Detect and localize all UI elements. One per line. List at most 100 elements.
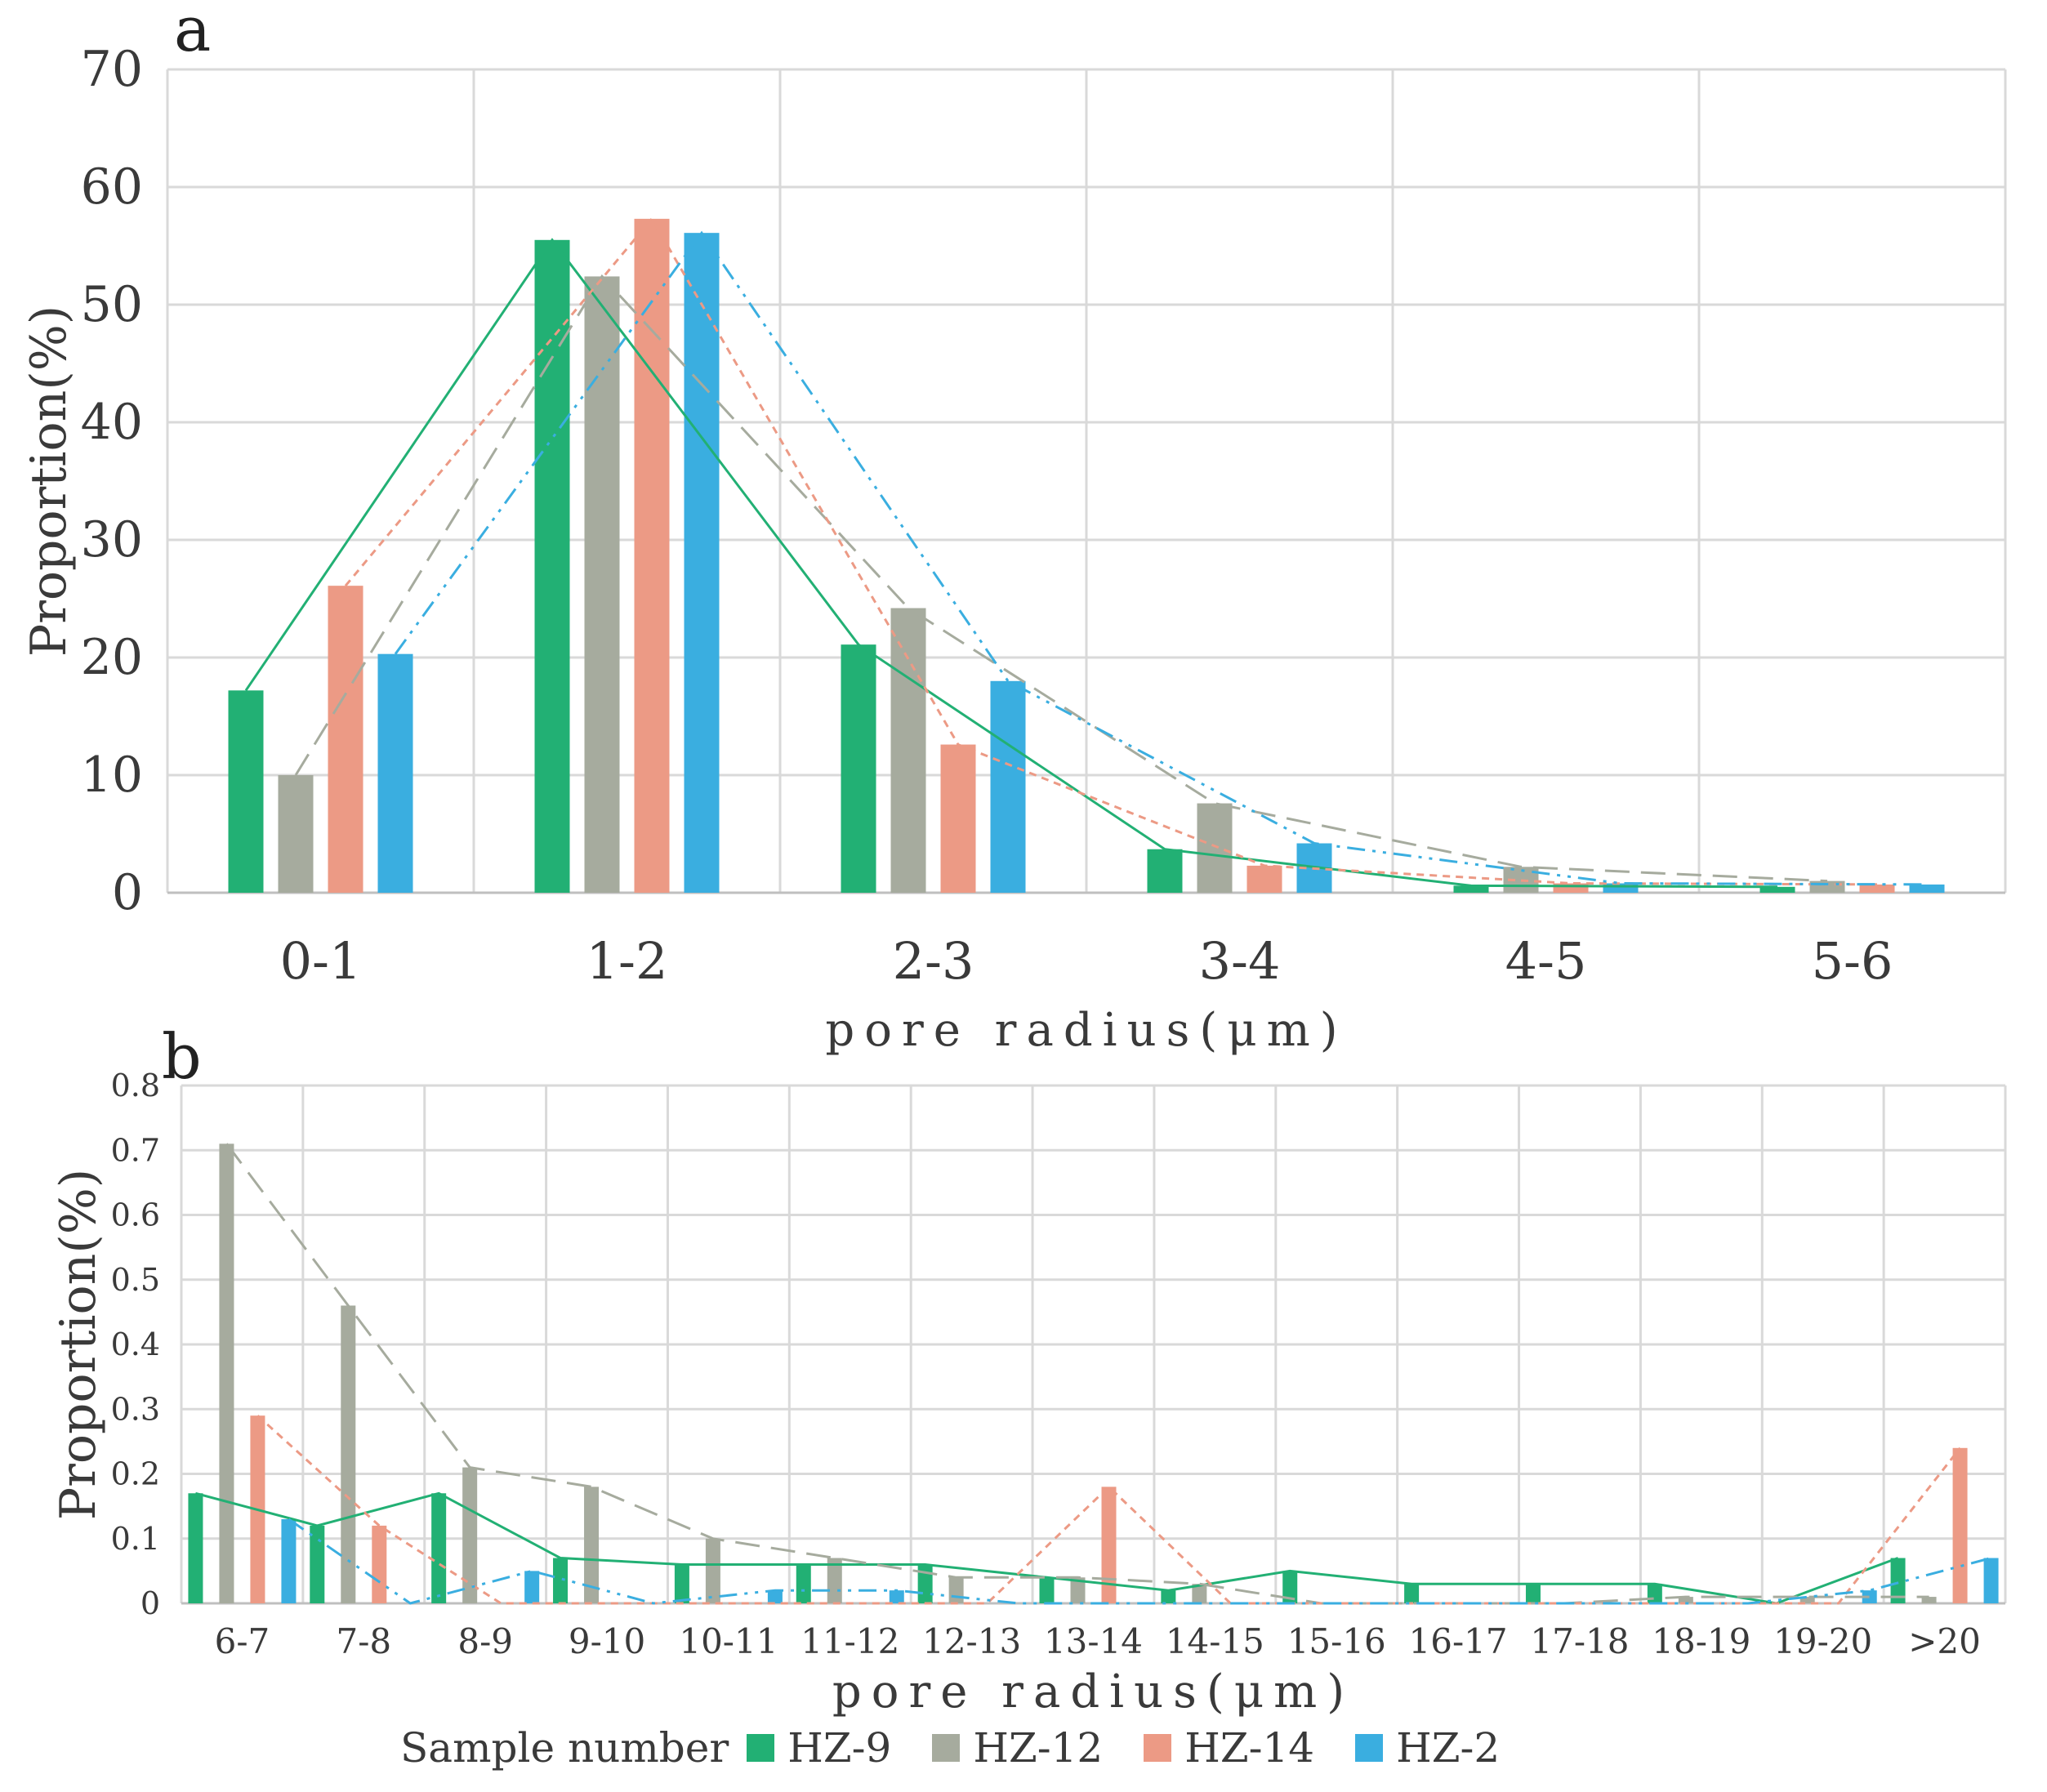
bar-hz-12-1-2 bbox=[584, 276, 620, 893]
x-tick-label-7-8: 7-8 bbox=[336, 1621, 391, 1661]
bar-hz-2-20 bbox=[1983, 1558, 1999, 1603]
x-tick-label-12-13: 12-13 bbox=[922, 1621, 1021, 1661]
bar-hz-12-18-19 bbox=[1678, 1597, 1693, 1603]
bar-hz-14-0-1 bbox=[328, 586, 363, 893]
x-tick-label-6-7: 6-7 bbox=[215, 1621, 270, 1661]
x-tick-label-18-19: 18-19 bbox=[1652, 1621, 1750, 1661]
y-tick-label-0-3: 0.3 bbox=[111, 1391, 160, 1427]
bar-hz-14-5-6 bbox=[1859, 884, 1895, 893]
x-tick-label-9-10: 9-10 bbox=[569, 1621, 645, 1661]
bar-hz-2-6-7 bbox=[281, 1518, 297, 1603]
trend-line-hz-12 bbox=[225, 1143, 1929, 1605]
bar-hz-9-3-4 bbox=[1147, 849, 1183, 893]
panel-label: b bbox=[162, 1020, 202, 1093]
bar-hz-2-11-12 bbox=[889, 1590, 904, 1603]
x-tick-label-19-20: 19-20 bbox=[1773, 1621, 1872, 1661]
bar-hz-9-5-6 bbox=[1759, 886, 1795, 893]
bar-hz-9-10-11 bbox=[674, 1564, 689, 1603]
y-tick-label-60: 60 bbox=[81, 158, 143, 216]
x-tick-label-11-12: 11-12 bbox=[801, 1621, 899, 1661]
y-tick-label-50: 50 bbox=[81, 276, 143, 333]
bar-hz-2-0-1 bbox=[377, 653, 413, 893]
panel-label: a bbox=[174, 0, 211, 65]
bar-hz-12-19-20 bbox=[1799, 1597, 1815, 1603]
bar-hz-2-10-11 bbox=[767, 1590, 783, 1603]
bar-hz-12-9-10 bbox=[584, 1487, 600, 1603]
bar-hz-9-6-7 bbox=[188, 1493, 203, 1603]
bar-hz-9-17-18 bbox=[1525, 1584, 1541, 1603]
bar-hz-9-12-13 bbox=[917, 1564, 933, 1603]
bar-hz-14-7-8 bbox=[372, 1525, 387, 1603]
bar-hz-9-9-10 bbox=[553, 1558, 569, 1603]
y-tick-label-20: 20 bbox=[81, 629, 143, 686]
bar-hz-9-1-2 bbox=[534, 239, 570, 893]
bar-hz-14-4-5 bbox=[1553, 883, 1589, 893]
y-tick-label-10: 10 bbox=[81, 747, 143, 804]
x-tick-label-2-3: 2-3 bbox=[893, 931, 974, 991]
x-tick-label-8-9: 8-9 bbox=[457, 1621, 513, 1661]
bar-hz-9-20 bbox=[1890, 1558, 1906, 1603]
x-tick-label-4-5: 4-5 bbox=[1505, 931, 1587, 991]
bar-hz-12-13-14 bbox=[1070, 1577, 1086, 1603]
trend-line-hz-2 bbox=[288, 1518, 1991, 1605]
bar-hz-14-1-2 bbox=[634, 218, 670, 893]
bar-hz-12-11-12 bbox=[827, 1558, 842, 1603]
y-tick-label-0-2: 0.2 bbox=[111, 1456, 160, 1492]
bar-hz-9-13-14 bbox=[1039, 1577, 1055, 1603]
bar-hz-2-1-2 bbox=[684, 233, 720, 893]
y-tick-label-70: 70 bbox=[81, 41, 143, 98]
legend-label-hz9: HZ-9 bbox=[787, 1724, 892, 1772]
x-tick-label-0-1: 0-1 bbox=[280, 931, 362, 991]
bar-hz-12-20 bbox=[1921, 1597, 1937, 1603]
bar-hz-9-2-3 bbox=[841, 644, 876, 893]
legend-label-hz14: HZ-14 bbox=[1184, 1724, 1315, 1772]
y-tick-label-0: 0 bbox=[140, 1585, 160, 1621]
bar-hz-9-4-5 bbox=[1453, 885, 1489, 893]
bar-hz-2-2-3 bbox=[990, 680, 1026, 893]
bar-hz-9-15-16 bbox=[1282, 1571, 1298, 1603]
bar-hz-12-3-4 bbox=[1197, 803, 1233, 893]
x-axis-title: pore radius(μm) bbox=[832, 1665, 1354, 1718]
y-axis-title: Proportion(%) bbox=[50, 1169, 107, 1520]
bar-hz-9-11-12 bbox=[796, 1564, 811, 1603]
trend-line-hz-9 bbox=[244, 238, 1778, 889]
legend-item-hz14: HZ-14 bbox=[1144, 1724, 1314, 1772]
y-tick-label-40: 40 bbox=[81, 394, 143, 451]
bar-hz-12-6-7 bbox=[219, 1143, 234, 1603]
trend-line-hz-2 bbox=[394, 230, 1928, 886]
bar-hz-12-10-11 bbox=[705, 1538, 720, 1603]
bar-hz-14-2-3 bbox=[940, 744, 976, 893]
bar-hz-14-3-4 bbox=[1246, 865, 1282, 893]
legend-swatch-hz9 bbox=[747, 1734, 775, 1762]
bar-hz-9-7-8 bbox=[310, 1525, 325, 1603]
y-tick-label-0-1: 0.1 bbox=[111, 1521, 160, 1557]
bar-hz-9-16-17 bbox=[1404, 1584, 1420, 1603]
trend-line-hz-9 bbox=[195, 1491, 1899, 1605]
legend-item-hz12: HZ-12 bbox=[932, 1724, 1103, 1772]
bar-hz-12-0-1 bbox=[278, 775, 314, 893]
x-tick-label-5-6: 5-6 bbox=[1812, 931, 1893, 991]
x-tick-label-14-15: 14-15 bbox=[1166, 1621, 1264, 1661]
x-tick-label-1-2: 1-2 bbox=[586, 931, 668, 991]
x-tick-label-20: >20 bbox=[1908, 1621, 1981, 1661]
legend-title: Sample number bbox=[400, 1724, 729, 1772]
y-tick-label-0: 0 bbox=[112, 864, 143, 921]
bar-hz-9-14-15 bbox=[1161, 1590, 1176, 1603]
bar-hz-12-5-6 bbox=[1809, 880, 1845, 893]
bar-hz-2-4-5 bbox=[1603, 883, 1639, 893]
y-tick-label-0-6: 0.6 bbox=[111, 1197, 160, 1233]
bar-hz-2-8-9 bbox=[524, 1571, 540, 1603]
bar-hz-9-18-19 bbox=[1647, 1584, 1662, 1603]
bar-hz-2-5-6 bbox=[1909, 884, 1945, 893]
legend-label-hz2: HZ-2 bbox=[1396, 1724, 1501, 1772]
bar-hz-2-19-20 bbox=[1862, 1590, 1877, 1603]
legend-swatch-hz14 bbox=[1144, 1734, 1172, 1762]
y-tick-label-0-5: 0.5 bbox=[111, 1262, 160, 1298]
legend-item-hz2: HZ-2 bbox=[1355, 1724, 1500, 1772]
bar-hz-12-12-13 bbox=[948, 1577, 964, 1603]
trend-line-hz-14 bbox=[344, 216, 1878, 886]
y-tick-label-0-4: 0.4 bbox=[111, 1326, 160, 1362]
y-axis-title: Proportion(%) bbox=[20, 305, 78, 657]
x-tick-label-13-14: 13-14 bbox=[1044, 1621, 1143, 1661]
